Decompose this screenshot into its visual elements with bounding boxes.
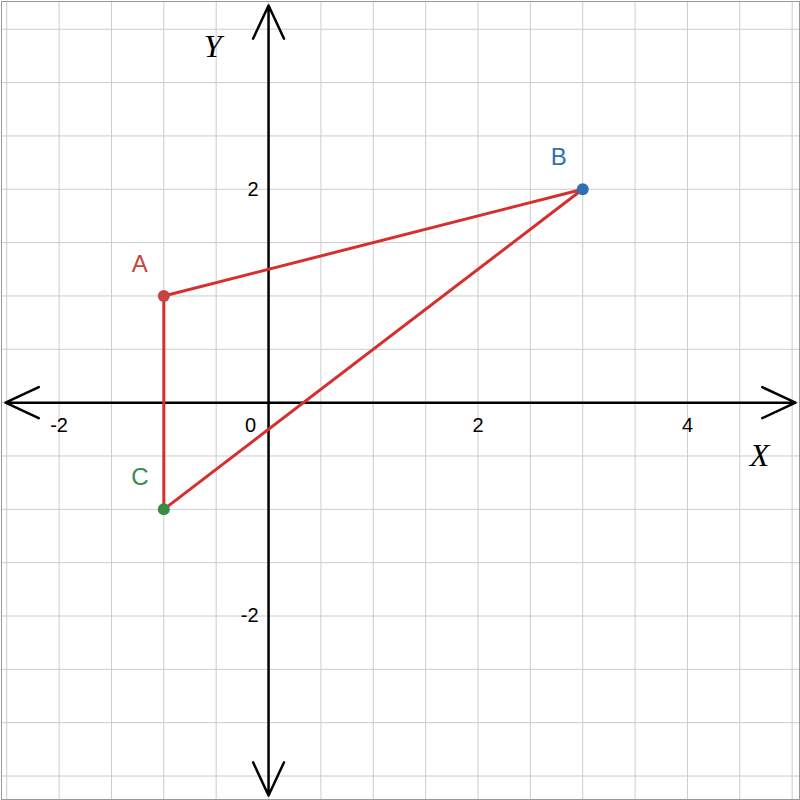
svg-text:2: 2 [247,178,258,200]
svg-text:B: B [551,143,567,170]
svg-text:4: 4 [682,414,693,436]
svg-text:2: 2 [472,414,483,436]
svg-text:0: 0 [245,414,256,436]
svg-text:-2: -2 [50,414,68,436]
svg-text:X: X [748,437,771,473]
svg-text:C: C [131,463,148,490]
svg-text:Y: Y [204,28,225,64]
svg-text:A: A [132,250,148,277]
svg-text:-2: -2 [241,604,259,626]
